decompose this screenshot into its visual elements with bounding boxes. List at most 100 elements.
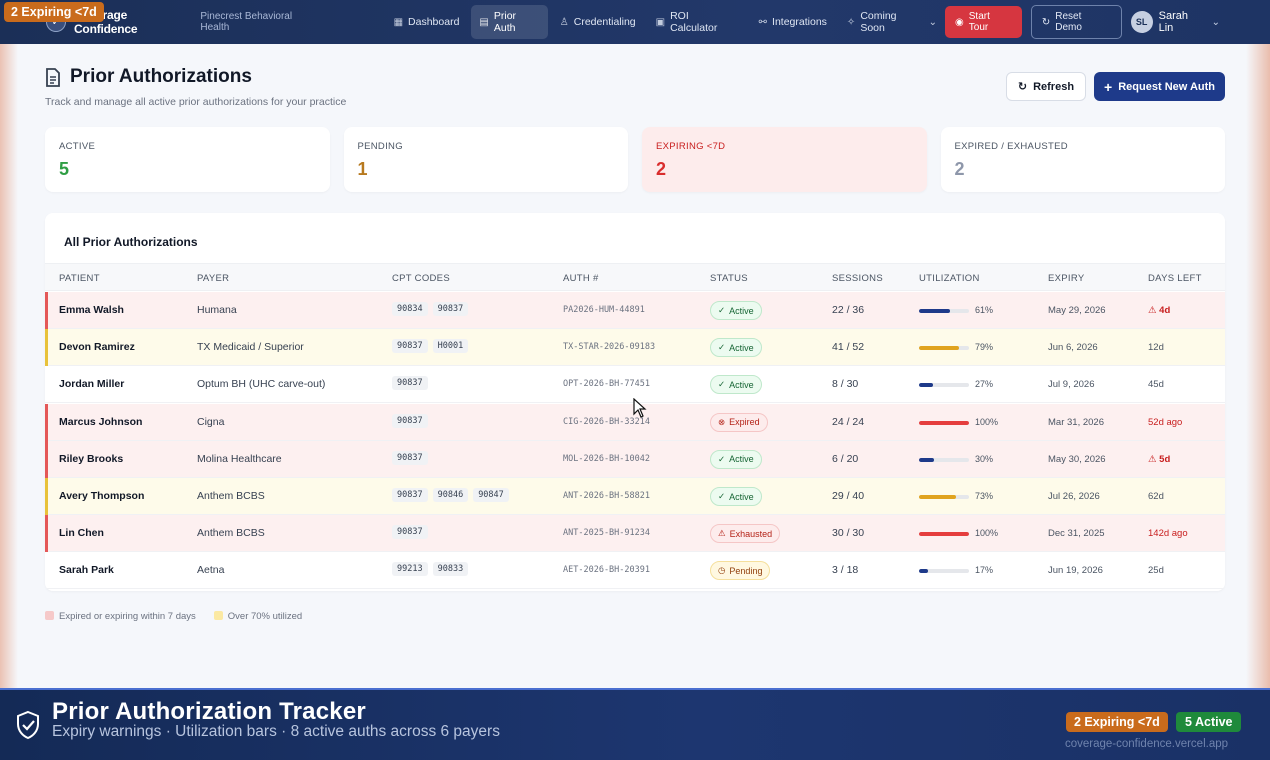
sessions-count: 22 / 36 bbox=[832, 304, 865, 316]
payer-name: Optum BH (UHC carve-out) bbox=[197, 378, 326, 391]
table-row[interactable]: Lin Chen Anthem BCBS 90837 ANT-2025-BH-9123… bbox=[45, 515, 1225, 553]
patient-name[interactable]: Devon Ramirez bbox=[59, 341, 135, 354]
banner-subtitle: Expiry warnings · Utilization bars · 8 a… bbox=[52, 723, 500, 740]
start-tour-label: Start Tour bbox=[968, 11, 990, 33]
days-left-value: 4d bbox=[1159, 305, 1171, 316]
stat-card-expired: EXPIRED / EXHAUSTED 2 bbox=[940, 127, 1225, 192]
refresh-icon: ↻ bbox=[1017, 81, 1028, 93]
patient-name[interactable]: Riley Brooks bbox=[59, 452, 124, 465]
sessions-count: 24 / 24 bbox=[832, 415, 865, 428]
column-header-payer[interactable]: PAYER bbox=[197, 273, 230, 284]
practice-name: Pinecrest Behavioral Health bbox=[200, 11, 293, 33]
stat-card-pending: PENDING 1 bbox=[343, 127, 628, 192]
table-row[interactable]: Avery Thompson Anthem BCBS 90837 90846 90847… bbox=[45, 478, 1225, 515]
expiry-date: Jun 19, 2026 bbox=[1048, 565, 1103, 577]
utilization-bar bbox=[919, 420, 969, 425]
expiring-overlay-badge: 2 Expiring <7d bbox=[4, 2, 104, 22]
expiry-date: Mar 31, 2026 bbox=[1048, 416, 1104, 428]
patient-name[interactable]: Avery Thompson bbox=[59, 490, 145, 502]
column-header-utilization[interactable]: UTILIZATION bbox=[919, 273, 980, 284]
stat-label: EXPIRING <7D bbox=[656, 141, 726, 152]
check-circle-icon: ✓ bbox=[718, 342, 726, 353]
days-left-value: 12d bbox=[1148, 342, 1164, 354]
nav-roi-calculator[interactable]: ▣ ROI Calculator bbox=[648, 5, 747, 39]
column-header-expiry[interactable]: EXPIRY bbox=[1048, 273, 1085, 284]
status-label: Active bbox=[729, 491, 754, 502]
cpt-codes: 90837 bbox=[392, 376, 433, 391]
patient-name[interactable]: Marcus Johnson bbox=[59, 415, 143, 428]
table-row[interactable]: Devon Ramirez TX Medicaid / Superior 90837… bbox=[45, 329, 1225, 367]
cpt-code-tag: 90837 bbox=[392, 413, 428, 428]
status-badge: ✓ Active bbox=[710, 487, 762, 506]
request-new-auth-button[interactable]: + Request New Auth bbox=[1094, 72, 1225, 101]
column-header-status[interactable]: STATUS bbox=[710, 273, 748, 284]
status-badge: ✓ Active bbox=[710, 449, 762, 469]
nav-prior-auth[interactable]: ▤ Prior Auth bbox=[471, 5, 548, 39]
table-row[interactable]: Riley Brooks Molina Healthcare 90837 MOL-20… bbox=[45, 440, 1225, 478]
column-header-days-left[interactable]: DAYS LEFT bbox=[1148, 273, 1202, 284]
patient-name[interactable]: Sarah Park bbox=[59, 564, 114, 577]
days-left-value: 45d bbox=[1148, 379, 1164, 391]
cpt-codes: 90837 H0001 bbox=[392, 339, 473, 354]
reset-demo-label: Reset Demo bbox=[1055, 11, 1082, 33]
expiry-date: Jul 26, 2026 bbox=[1048, 491, 1100, 502]
start-tour-button[interactable]: ◉ Start Tour bbox=[945, 6, 1022, 38]
cpt-code-tag: 90837 bbox=[392, 339, 428, 354]
promo-banner: Prior Authorization Tracker Expiry warni… bbox=[0, 688, 1270, 760]
nav-dashboard-label: Dashboard bbox=[408, 16, 460, 28]
cpt-codes: 90837 90846 90847 bbox=[392, 488, 514, 502]
row-highlight-bar bbox=[45, 292, 48, 329]
days-left-value: 142d ago bbox=[1148, 528, 1188, 540]
payer-name: TX Medicaid / Superior bbox=[197, 341, 304, 354]
patient-name[interactable]: Emma Walsh bbox=[59, 304, 124, 316]
badge-icon: ♙ bbox=[559, 16, 569, 28]
cpt-code-tag: 90837 bbox=[392, 450, 428, 465]
days-left: 52d ago bbox=[1148, 417, 1182, 428]
days-left-value: 25d bbox=[1148, 565, 1164, 577]
column-header-sessions[interactable]: SESSIONS bbox=[832, 273, 883, 284]
cpt-code-tag: 90837 bbox=[392, 376, 428, 391]
status-badge: ◷ Pending bbox=[710, 561, 771, 581]
refresh-button[interactable]: ↻ Refresh bbox=[1005, 72, 1087, 101]
utilization-percent: 17% bbox=[975, 565, 994, 576]
column-header-patient[interactable]: PATIENT bbox=[59, 273, 100, 284]
user-menu[interactable]: SL Sarah Lin ⌄ bbox=[1130, 10, 1220, 34]
utilization-bar bbox=[919, 309, 969, 313]
patient-name[interactable]: Jordan Miller bbox=[59, 378, 125, 391]
cpt-code-tag: 90834 bbox=[392, 302, 428, 316]
reset-demo-button[interactable]: ↻ Reset Demo bbox=[1030, 5, 1122, 39]
row-highlight-bar bbox=[45, 403, 48, 441]
column-header-cpt-codes[interactable]: CPT CODES bbox=[392, 273, 450, 284]
nav-credentialing[interactable]: ♙ Credentialing bbox=[552, 5, 644, 39]
patient-name[interactable]: Lin Chen bbox=[59, 527, 104, 540]
nav-coming-soon[interactable]: ✧ Coming Soon ⌄ bbox=[839, 5, 945, 39]
nav-prior-auth-label: Prior Auth bbox=[493, 10, 517, 34]
sessions-count: 29 / 40 bbox=[832, 490, 865, 502]
stat-card-expiring: EXPIRING <7D 2 bbox=[642, 127, 927, 192]
payer-name: Aetna bbox=[197, 564, 225, 577]
legend-swatch-yellow bbox=[213, 611, 223, 620]
days-left: 142d ago bbox=[1148, 528, 1188, 539]
left-edge-glow bbox=[0, 44, 18, 690]
payer-name: Anthem BCBS bbox=[197, 527, 265, 540]
right-edge-glow bbox=[1246, 44, 1270, 690]
status-label: Active bbox=[729, 454, 754, 465]
check-circle-icon: ✓ bbox=[718, 379, 726, 390]
column-header-auth-number[interactable]: AUTH # bbox=[563, 273, 599, 284]
nav-dashboard[interactable]: ▦ Dashboard bbox=[386, 5, 468, 39]
days-left-value: 5d bbox=[1159, 453, 1171, 465]
cpt-codes: 90837 bbox=[392, 413, 433, 428]
nav-integrations[interactable]: ⚯ Integrations bbox=[751, 5, 835, 39]
refresh-icon: ↻ bbox=[1041, 16, 1051, 28]
location-pin-icon: ◉ bbox=[955, 16, 964, 28]
cpt-code-tag: 90837 bbox=[432, 302, 469, 316]
payer-name: Cigna bbox=[197, 415, 225, 428]
cpt-code-tag: 90847 bbox=[473, 488, 509, 502]
table-row[interactable]: Emma Walsh Humana 90834 90837 PA2026-HUM-448… bbox=[45, 292, 1225, 329]
table-row[interactable]: Sarah Park Aetna 99213 90833 AET-2026-BH-203… bbox=[45, 552, 1225, 590]
auth-number: MOL-2026-BH-10042 bbox=[563, 453, 650, 464]
utilization-bar bbox=[919, 532, 969, 537]
utilization-bar bbox=[919, 346, 969, 351]
cpt-code-tag: 99213 bbox=[392, 562, 428, 577]
row-highlight-bar bbox=[45, 329, 48, 367]
